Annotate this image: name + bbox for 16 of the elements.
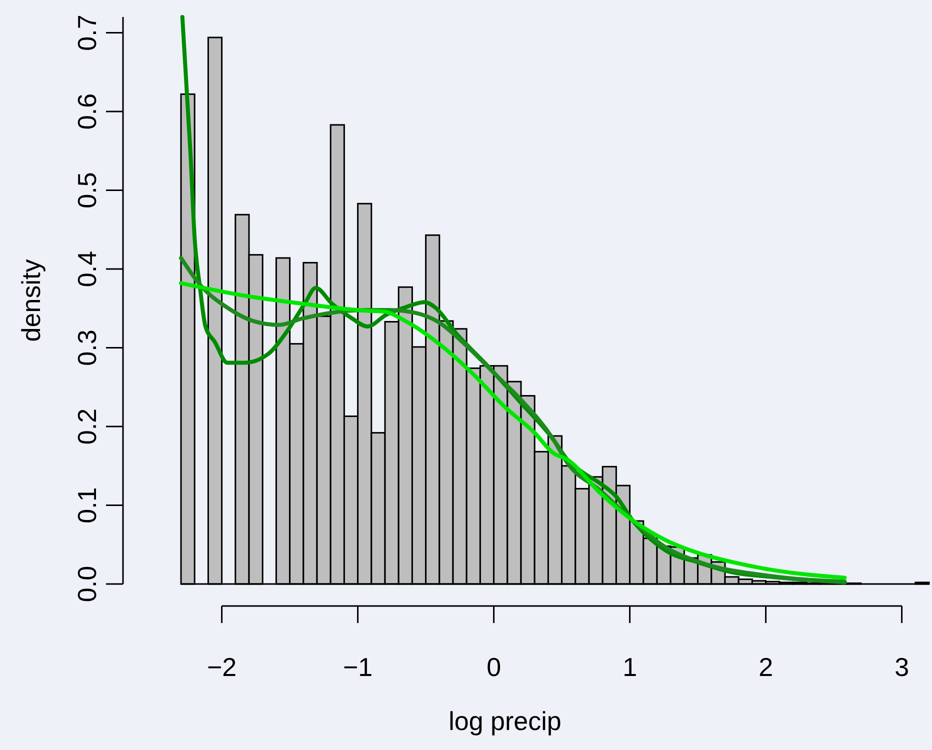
- y-tick-label: 0.6: [72, 93, 102, 130]
- y-tick-label: 0.1: [72, 487, 102, 524]
- x-tick-label: 1: [622, 652, 638, 682]
- x-tick-label: −1: [342, 652, 373, 682]
- y-tick-label: 0.0: [72, 566, 102, 602]
- x-axis-title: log precip: [448, 706, 562, 736]
- x-tick-label: −2: [206, 652, 237, 682]
- x-tick-label: 2: [758, 652, 774, 682]
- y-tick-label: 0.2: [72, 408, 102, 445]
- y-axis-title: density: [16, 259, 46, 342]
- y-tick-label: 0.7: [72, 14, 102, 51]
- y-tick-label: 0.3: [72, 330, 102, 366]
- y-tick-label: 0.5: [72, 172, 102, 208]
- y-tick-label: 0.4: [72, 250, 102, 288]
- x-tick-label: 3: [894, 652, 910, 682]
- x-tick-label: 0: [486, 652, 502, 682]
